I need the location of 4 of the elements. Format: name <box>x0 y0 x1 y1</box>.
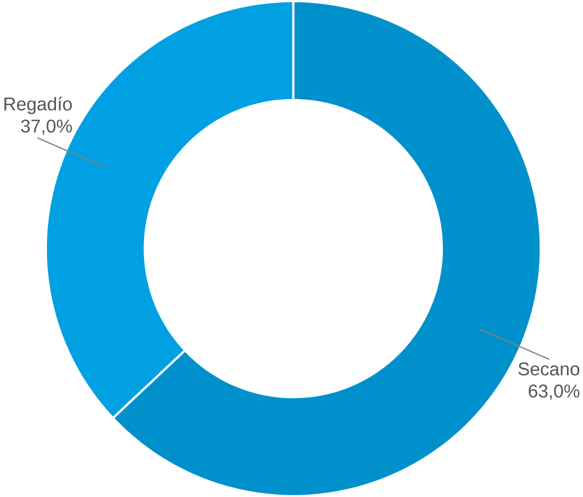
data-label: 37,0% <box>21 119 72 135</box>
data-label: 63,0% <box>528 384 580 400</box>
slice-label: Secano <box>518 362 580 376</box>
slice-label: Regadío <box>4 96 72 114</box>
